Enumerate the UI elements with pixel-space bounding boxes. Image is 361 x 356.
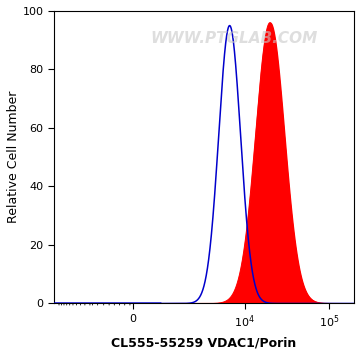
- Text: WWW.PTGLAB.COM: WWW.PTGLAB.COM: [151, 31, 318, 46]
- X-axis label: CL555-55259 VDAC1/Porin: CL555-55259 VDAC1/Porin: [112, 336, 297, 349]
- Y-axis label: Relative Cell Number: Relative Cell Number: [7, 91, 20, 224]
